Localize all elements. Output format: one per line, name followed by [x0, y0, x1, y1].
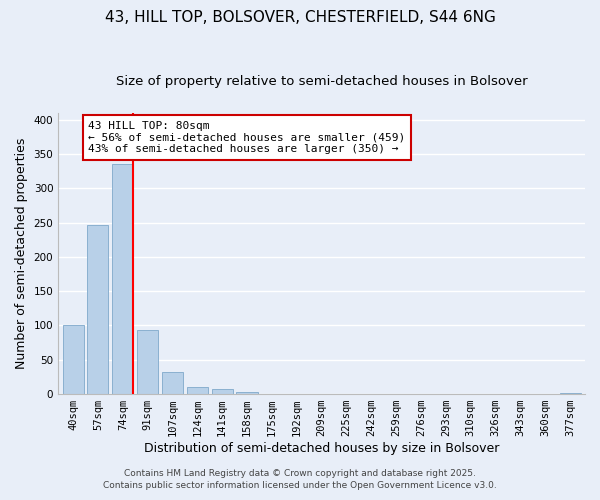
Bar [137, 330, 158, 394]
Title: Size of property relative to semi-detached houses in Bolsover: Size of property relative to semi-detach… [116, 75, 527, 88]
Text: Contains HM Land Registry data © Crown copyright and database right 2025.
Contai: Contains HM Land Registry data © Crown c… [103, 469, 497, 490]
Bar [187, 387, 208, 394]
Text: 43 HILL TOP: 80sqm
← 56% of semi-detached houses are smaller (459)
43% of semi-d: 43 HILL TOP: 80sqm ← 56% of semi-detache… [88, 121, 406, 154]
Bar [62, 326, 83, 394]
Bar [212, 388, 233, 394]
Bar [162, 372, 183, 394]
Y-axis label: Number of semi-detached properties: Number of semi-detached properties [15, 138, 28, 369]
Bar [88, 224, 109, 394]
X-axis label: Distribution of semi-detached houses by size in Bolsover: Distribution of semi-detached houses by … [144, 442, 499, 455]
Bar [236, 392, 257, 394]
Text: 43, HILL TOP, BOLSOVER, CHESTERFIELD, S44 6NG: 43, HILL TOP, BOLSOVER, CHESTERFIELD, S4… [104, 10, 496, 25]
Bar [112, 164, 133, 394]
